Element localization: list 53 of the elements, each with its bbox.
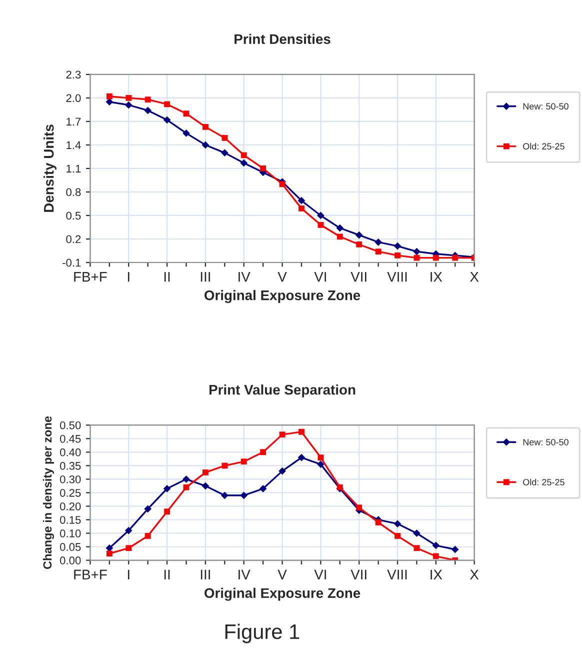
x-tick-label: VII	[350, 570, 366, 580]
x-axis-title: Original Exposure Zone	[204, 290, 360, 304]
caption: Figure 1	[225, 624, 300, 644]
x-tick-label: IX	[430, 272, 442, 282]
y-tick-label: -0.1	[62, 258, 81, 267]
legend-label: Old: 25-25	[523, 478, 564, 486]
y-tick-label: 2.0	[66, 94, 81, 102]
legend-label: Old: 25-25	[523, 142, 564, 150]
x-tick-label: X	[470, 570, 479, 580]
y-tick-label: 0.2	[66, 235, 81, 244]
x-tick-label: III	[200, 272, 210, 282]
x-tick-label: FB+F	[74, 570, 107, 580]
y-tick-label: 1.4	[66, 141, 81, 149]
y-tick-label: 0.05	[60, 543, 81, 551]
x-tick-label: III	[200, 570, 210, 580]
chart-title: Print Densities	[234, 34, 330, 44]
y-axis-title: Density Units	[44, 124, 56, 212]
y-tick-label: 0.40	[60, 448, 81, 456]
x-tick-label: V	[278, 570, 287, 580]
legend-label: New: 50-50	[523, 103, 568, 110]
y-axis-title: Change in density per zone	[42, 416, 54, 569]
legend-label: New: 50-50	[523, 438, 568, 446]
y-tick-label: 1.7	[66, 118, 81, 126]
y-tick-label: 0.8	[66, 188, 81, 196]
chart-title: Print Value Separation	[209, 384, 356, 398]
y-tick-label: 0.25	[60, 488, 81, 497]
x-tick-label: VIII	[387, 570, 407, 580]
y-tick-label: 0.5	[66, 212, 81, 220]
x-tick-label: X	[470, 272, 479, 282]
y-tick-label: 0.20	[60, 502, 81, 510]
y-tick-label: 0.45	[60, 434, 81, 443]
y-tick-label: 0.35	[60, 462, 81, 470]
x-tick-label: FB+F	[74, 272, 107, 282]
x-tick-label: V	[278, 272, 287, 282]
x-tick-label: IV	[238, 272, 250, 282]
y-tick-label: 2.3	[66, 70, 81, 79]
x-tick-label: II	[164, 272, 170, 282]
x-tick-label: VI	[314, 272, 326, 282]
x-axis-title: Original Exposure Zone	[204, 588, 360, 601]
x-tick-label: IV	[238, 570, 250, 580]
y-tick-label: 0.50	[60, 421, 81, 430]
y-tick-label: 0.00	[60, 556, 81, 564]
y-tick-label: 1.1	[66, 164, 81, 172]
y-tick-label: 0.10	[60, 530, 81, 538]
x-tick-label: IX	[430, 570, 442, 580]
x-tick-label: VI	[314, 570, 326, 580]
x-tick-label: I	[128, 570, 130, 580]
x-tick-label: VII	[350, 272, 366, 282]
x-tick-label: VIII	[387, 272, 407, 282]
y-tick-label: 0.30	[60, 475, 81, 484]
x-tick-label: I	[128, 272, 130, 282]
x-tick-label: II	[164, 570, 170, 580]
y-tick-label: 0.15	[60, 516, 81, 524]
